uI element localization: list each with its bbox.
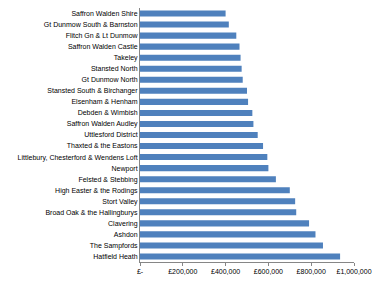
svg-text:Saffron Walden Shire: Saffron Walden Shire [71, 10, 137, 17]
svg-text:£600,000: £600,000 [254, 268, 283, 275]
svg-text:Littlebury, Chesterford & Wend: Littlebury, Chesterford & Wendens Loft [18, 154, 138, 162]
svg-text:Newport: Newport [112, 165, 138, 173]
svg-text:High Easter & the Rodings: High Easter & the Rodings [55, 187, 138, 195]
svg-text:Stort Valley: Stort Valley [102, 198, 138, 206]
svg-text:£400,000: £400,000 [211, 268, 240, 275]
svg-text:Flitch Gn & Lt Dunmow: Flitch Gn & Lt Dunmow [66, 32, 139, 39]
svg-text:£1,000,000: £1,000,000 [336, 268, 371, 275]
svg-text:Broad Oak & the Hallingburys: Broad Oak & the Hallingburys [45, 209, 138, 217]
svg-text:Elsenham & Henham: Elsenham & Henham [71, 98, 137, 105]
svg-text:Gt Dunmow South & Barnston: Gt Dunmow South & Barnston [44, 21, 138, 28]
svg-text:£200,000: £200,000 [168, 268, 197, 275]
svg-text:Saffron Walden Castle: Saffron Walden Castle [68, 43, 138, 50]
svg-text:Stansted South & Birchanger: Stansted South & Birchanger [47, 87, 138, 95]
svg-text:Debden & Wimbish: Debden & Wimbish [78, 109, 138, 116]
svg-text:Uttlesford District: Uttlesford District [84, 131, 137, 138]
svg-text:Thaxted & the Eastons: Thaxted & the Eastons [67, 142, 138, 149]
svg-text:Gt Dunmow North: Gt Dunmow North [82, 76, 138, 83]
svg-text:Stansted North: Stansted North [91, 65, 138, 72]
svg-text:Saffron Walden Audley: Saffron Walden Audley [67, 120, 138, 128]
svg-text:£-: £- [137, 268, 144, 275]
svg-text:Ashdon: Ashdon [114, 231, 138, 238]
svg-text:Hatfield Heath: Hatfield Heath [93, 253, 137, 260]
svg-text:Felsted & Stebbing: Felsted & Stebbing [78, 176, 137, 184]
svg-text:Clavering: Clavering [108, 220, 138, 228]
svg-text:The Sampfords: The Sampfords [90, 242, 138, 250]
svg-text:Takeley: Takeley [114, 54, 138, 62]
svg-text:£800,000: £800,000 [297, 268, 326, 275]
